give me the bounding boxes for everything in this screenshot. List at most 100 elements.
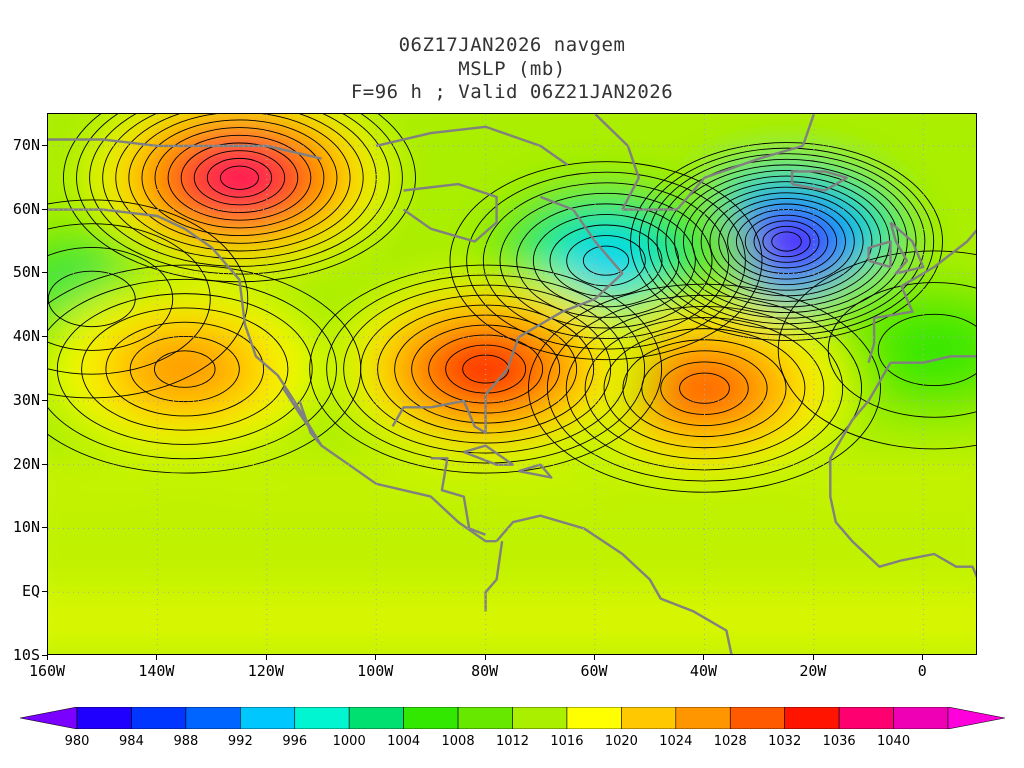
lon-tick bbox=[47, 655, 48, 660]
isobar bbox=[827, 282, 976, 418]
coastline bbox=[594, 114, 640, 211]
lat-label: 10N bbox=[12, 518, 40, 537]
isobar bbox=[584, 317, 825, 460]
lat-label: 10S bbox=[12, 646, 40, 664]
isobar bbox=[630, 142, 943, 341]
coastline bbox=[518, 463, 553, 479]
lat-tick bbox=[42, 144, 47, 146]
pressure-blob bbox=[129, 334, 241, 404]
colorbar-swatch bbox=[675, 707, 731, 729]
isobar bbox=[180, 142, 299, 213]
colorbar-label: 996 bbox=[282, 734, 308, 749]
isobar bbox=[48, 199, 249, 399]
isobar bbox=[762, 225, 811, 258]
lat-tick bbox=[42, 591, 47, 593]
pressure-blob bbox=[755, 221, 818, 263]
isobar bbox=[647, 153, 926, 330]
colorbar-swatch bbox=[131, 707, 187, 729]
colorbar-label: 1020 bbox=[604, 734, 638, 749]
isobar bbox=[89, 114, 390, 267]
pressure-blob bbox=[872, 309, 976, 391]
title-line-3: F=96 h ; Valid 06Z21JAN2026 bbox=[350, 81, 674, 103]
isobar bbox=[656, 158, 917, 325]
colorbar bbox=[20, 707, 1005, 729]
isobar bbox=[566, 235, 646, 287]
isobar bbox=[718, 197, 855, 286]
lon-tick bbox=[484, 655, 486, 660]
isobar bbox=[129, 336, 240, 403]
isobar bbox=[603, 328, 806, 449]
lon-tick bbox=[594, 655, 596, 660]
lat-tick bbox=[42, 655, 47, 656]
lat-label: 50N bbox=[12, 263, 40, 282]
pressure-blob bbox=[566, 234, 646, 287]
colorbar-swatch bbox=[621, 707, 677, 729]
coastline bbox=[495, 514, 733, 654]
colorbar-swatch bbox=[838, 707, 894, 729]
lon-label: 160W bbox=[28, 662, 66, 680]
isobar bbox=[81, 307, 289, 431]
lat-label: 70N bbox=[12, 135, 40, 154]
isobar bbox=[674, 170, 899, 314]
lat-tick bbox=[42, 399, 47, 401]
colorbar-swatch bbox=[729, 707, 785, 729]
colorbar-swatch bbox=[240, 707, 296, 729]
lon-tick bbox=[156, 655, 158, 660]
isobar bbox=[709, 192, 864, 291]
lon-tick bbox=[812, 655, 814, 660]
coastline bbox=[867, 229, 976, 364]
pressure-blob bbox=[656, 358, 753, 419]
isobar bbox=[154, 350, 216, 388]
isobar bbox=[309, 264, 663, 474]
colorbar-swatch bbox=[512, 707, 568, 729]
isobar bbox=[582, 245, 630, 276]
colorbar-label: 1024 bbox=[659, 734, 693, 749]
coastline bbox=[402, 182, 498, 243]
coastlines bbox=[48, 114, 976, 654]
lat-tick bbox=[42, 527, 47, 529]
isobar bbox=[219, 165, 259, 190]
lon-tick bbox=[375, 655, 377, 660]
lat-label: 30N bbox=[12, 390, 40, 409]
colorbar-label: 992 bbox=[227, 734, 253, 749]
isobar bbox=[516, 203, 696, 318]
colorbar-label: 1040 bbox=[877, 734, 911, 749]
coastline bbox=[889, 221, 925, 275]
colorbar-swatch bbox=[784, 707, 840, 729]
isobar bbox=[727, 203, 846, 280]
isobar bbox=[48, 223, 211, 375]
coastline bbox=[890, 355, 976, 364]
colorbar-swatch bbox=[893, 707, 949, 729]
title-line-2: MSLP (mb) bbox=[458, 58, 566, 80]
isobar bbox=[691, 181, 882, 302]
isobar bbox=[141, 119, 338, 237]
isobar bbox=[482, 182, 730, 339]
isobar bbox=[128, 114, 351, 244]
lat-tick bbox=[42, 208, 47, 210]
lon-tick bbox=[703, 655, 705, 660]
colorbar-label: 988 bbox=[173, 734, 199, 749]
lon-label: 100W bbox=[357, 662, 394, 680]
isobars bbox=[48, 114, 976, 493]
coastline bbox=[391, 195, 624, 434]
colorbar-label: 1008 bbox=[441, 734, 475, 749]
isobar bbox=[771, 231, 802, 252]
colorbar-label: 1004 bbox=[387, 734, 421, 749]
lon-label: 80W bbox=[471, 662, 499, 680]
lon-label: 120W bbox=[247, 662, 284, 680]
isobar bbox=[735, 209, 838, 274]
colorbar-label: 1036 bbox=[822, 734, 856, 749]
lat-label: 20N bbox=[12, 454, 40, 473]
coastline bbox=[867, 240, 892, 269]
colorbar-swatch bbox=[403, 707, 459, 729]
coastline bbox=[282, 387, 323, 447]
colorbar-label: 1016 bbox=[550, 734, 584, 749]
lon-label: 140W bbox=[138, 662, 175, 680]
colorbar-swatch bbox=[294, 707, 350, 729]
colorbar-high-arrow bbox=[947, 707, 1005, 729]
lat-label: 60N bbox=[12, 199, 40, 218]
colorbar-label: 1032 bbox=[768, 734, 802, 749]
isobar bbox=[206, 157, 273, 198]
title-line-1: 06Z17JAN2026 navgem bbox=[398, 34, 626, 56]
isobar bbox=[777, 250, 976, 450]
